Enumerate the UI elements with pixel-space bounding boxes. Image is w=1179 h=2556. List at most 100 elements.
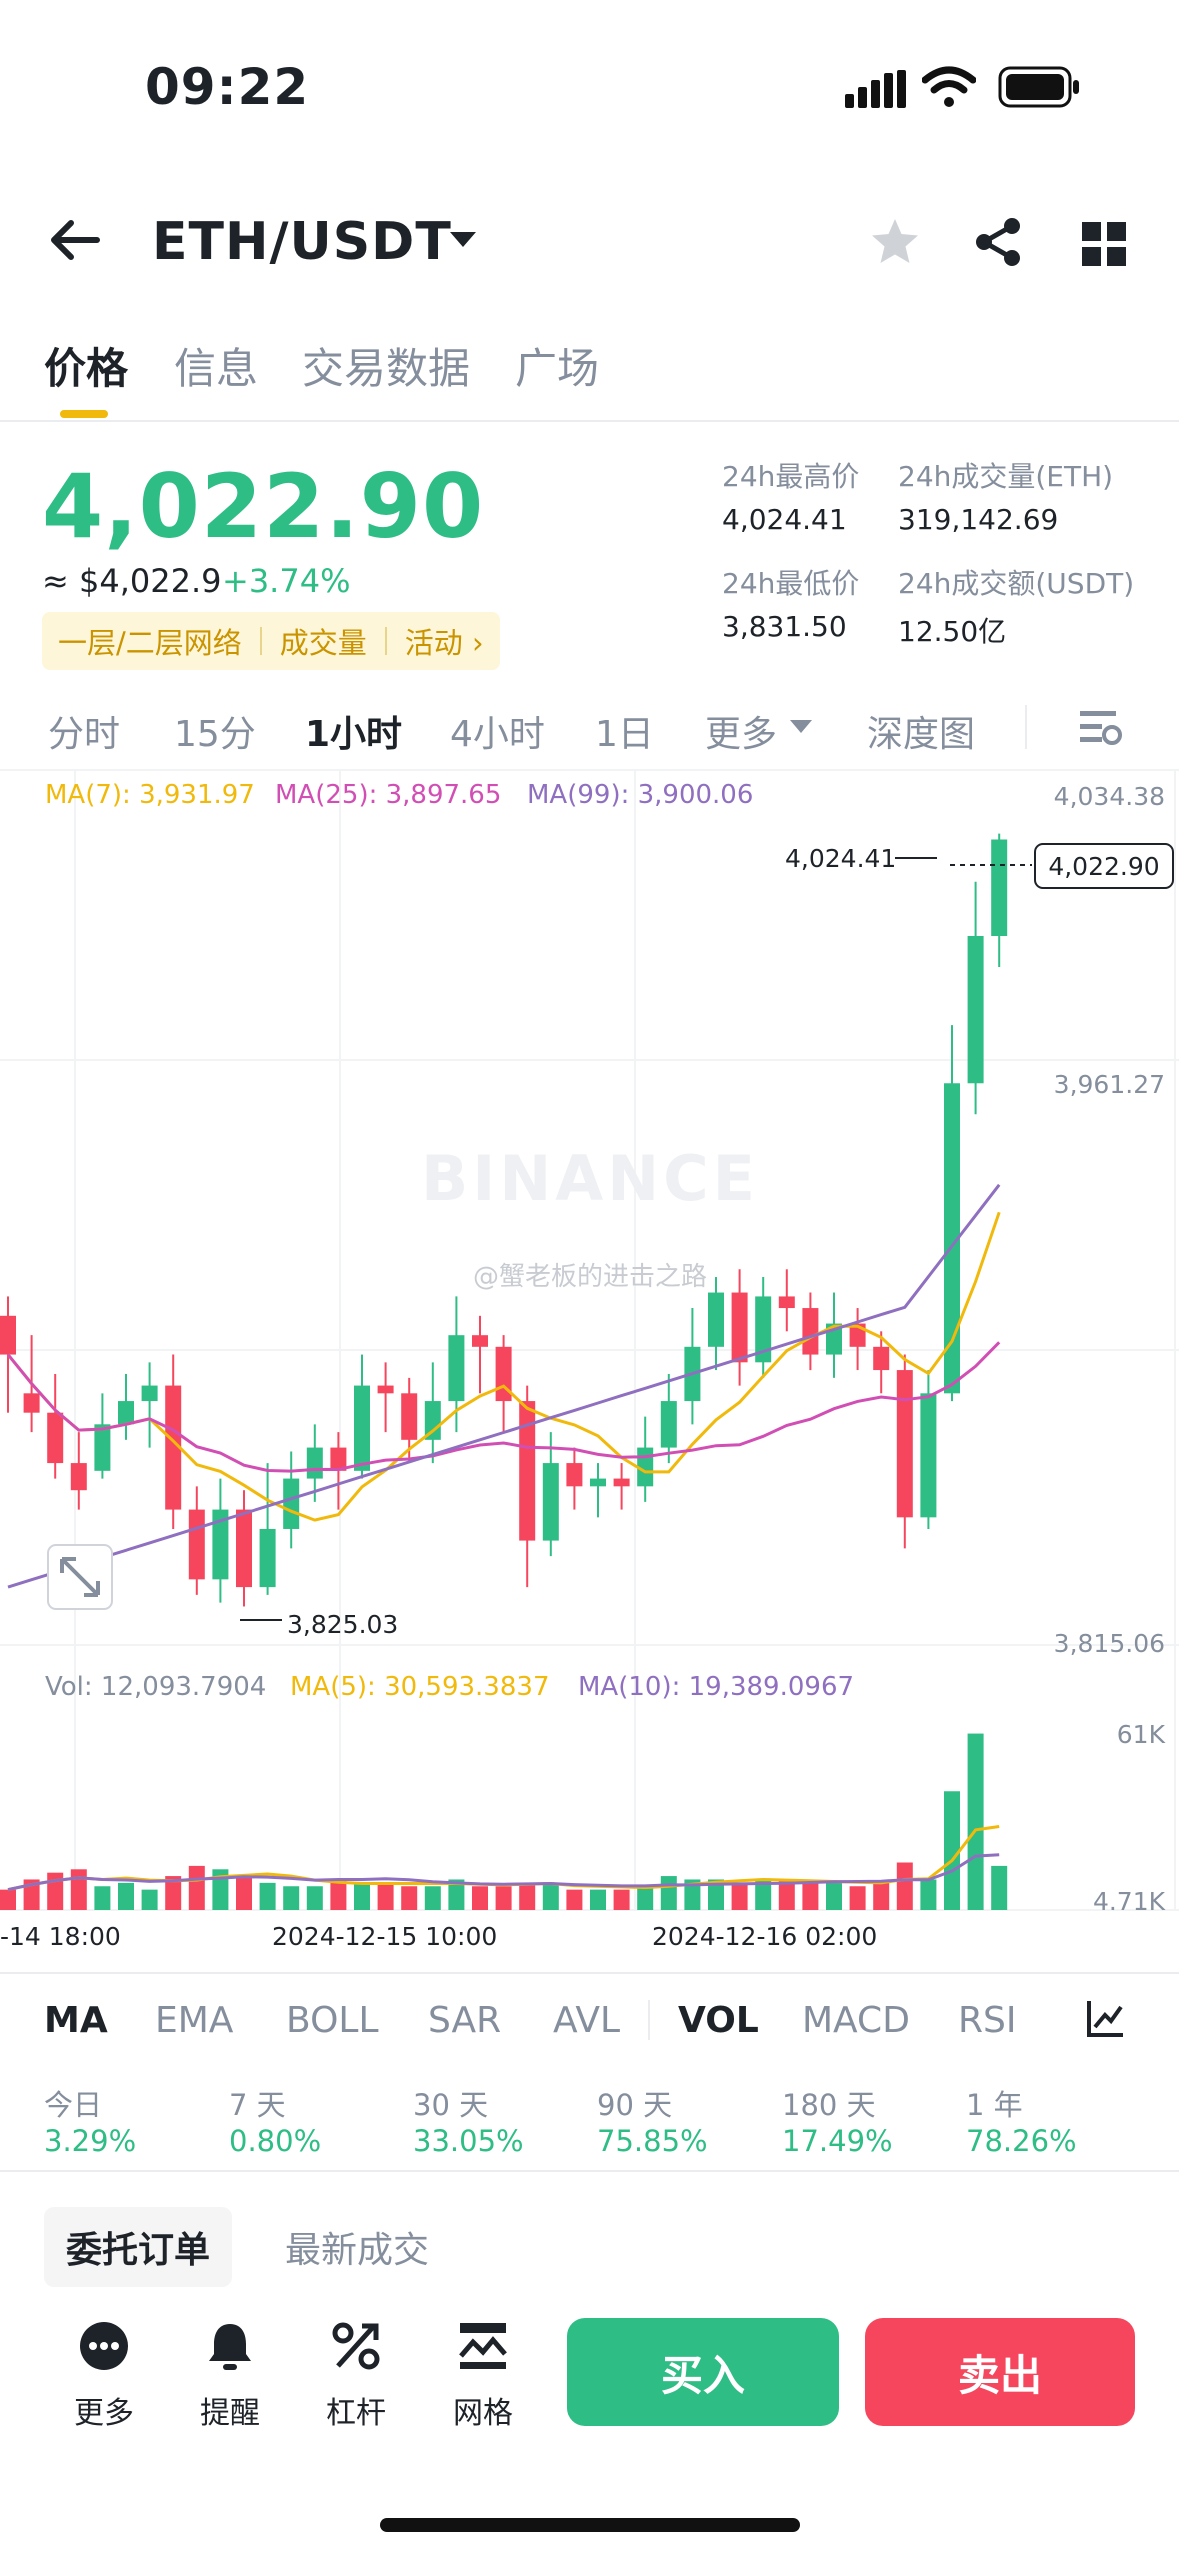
candle-body (118, 1401, 134, 1425)
price-change-percent: +3.74% (222, 562, 351, 600)
grid-label[interactable]: 网格 (453, 2396, 513, 2431)
candle-body (354, 1385, 370, 1471)
favorite-star-icon[interactable] (868, 215, 922, 269)
volume-bar (354, 1882, 370, 1910)
tag-separator (384, 627, 387, 655)
perf-value-180d: 17.49% (782, 2124, 893, 2158)
volume-bar (660, 1876, 677, 1910)
candle-body (283, 1478, 300, 1529)
interval-15m[interactable]: 15分 (174, 714, 256, 755)
leverage-percent-icon[interactable] (330, 2320, 382, 2372)
candle-body (448, 1335, 465, 1402)
volume-bar (188, 1865, 205, 1910)
alert-label[interactable]: 提醒 (200, 2396, 260, 2431)
chart-settings-icon[interactable] (1078, 705, 1122, 749)
ma7-line (6, 1211, 1001, 1522)
candle-body (896, 1370, 913, 1518)
low-24h-label: 24h最低价 (722, 567, 860, 600)
indicator-vol[interactable]: VOL (678, 2000, 759, 2041)
ma7-legend: MA(7): 3,931.97 (45, 780, 255, 810)
perf-label-7d: 7 天 (229, 2088, 286, 2122)
time-label-3: 2024-12-16 02:00 (652, 1922, 877, 1951)
vol-ma5-legend: MA(5): 30,593.3837 (290, 1672, 549, 1702)
tab-recent-trades[interactable]: 最新成交 (285, 2230, 430, 2271)
chevron-down-icon[interactable] (450, 232, 476, 247)
last-price-box[interactable] (1034, 843, 1174, 889)
indicator-ma[interactable]: MA (44, 2000, 108, 2041)
volume-bar (472, 1886, 488, 1910)
pair-title[interactable]: ETH/USDT (152, 212, 452, 272)
tags-pill[interactable]: 一层/二层网络 成交量 活动 › (42, 612, 500, 670)
interval-4h[interactable]: 4小时 (450, 714, 545, 755)
grid-menu-icon[interactable] (1080, 220, 1128, 268)
buy-button[interactable]: 买入 (567, 2318, 839, 2426)
high-marker-label: 4,024.41 (785, 844, 896, 873)
interval-line[interactable]: 分时 (48, 714, 121, 755)
back-arrow-icon[interactable] (45, 215, 105, 265)
volume-bar (613, 1889, 630, 1910)
price-chart[interactable]: BINANCE @蟹老板的进击之路 MA(7): 3,931.97 MA(25)… (0, 760, 1179, 1960)
high-24h-value: 4,024.41 (722, 503, 847, 536)
candle-body (141, 1385, 158, 1402)
indicator-sar[interactable]: SAR (428, 2000, 502, 2041)
candle-body (94, 1424, 111, 1471)
grid-trading-icon[interactable] (457, 2320, 509, 2372)
chart-watermark: BINANCE (421, 1142, 759, 1215)
chevron-down-icon[interactable] (790, 720, 812, 733)
indicator-ema[interactable]: EMA (155, 2000, 234, 2041)
volume-bar (165, 1876, 182, 1910)
tab-info[interactable]: 信息 (174, 344, 259, 393)
tag-volume[interactable]: 成交量 (279, 626, 367, 660)
volume-bar (47, 1872, 64, 1910)
volume-eth-value: 319,142.69 (898, 503, 1059, 536)
more-label[interactable]: 更多 (74, 2396, 134, 2431)
vol-legend: Vol: 12,093.7904 (45, 1672, 266, 1702)
tab-square[interactable]: 广场 (515, 344, 600, 393)
volume-bar (70, 1869, 87, 1910)
interval-1d[interactable]: 1日 (595, 714, 654, 755)
y-tick-mid: 3,961.27 (1054, 1070, 1165, 1099)
candle-body (542, 1463, 559, 1541)
indicator-avl[interactable]: AVL (553, 2000, 621, 2041)
indicator-macd[interactable]: MACD (802, 2000, 910, 2041)
last-price: 4,022.90 (42, 455, 485, 558)
volume-bar (944, 1791, 960, 1910)
volume-bar (566, 1889, 583, 1910)
volume-bar (920, 1879, 937, 1910)
interval-depth[interactable]: 深度图 (867, 714, 976, 755)
volume-bar (802, 1882, 819, 1910)
interval-1h[interactable]: 1小时 (305, 714, 403, 755)
volume-bar (967, 1733, 984, 1910)
share-icon[interactable] (972, 215, 1026, 269)
sell-button[interactable]: 卖出 (865, 2318, 1135, 2426)
volume-bar (118, 1882, 134, 1910)
battery-icon (998, 66, 1079, 108)
leverage-label[interactable]: 杠杆 (326, 2396, 386, 2431)
bell-icon[interactable] (204, 2320, 256, 2372)
candle-body (188, 1509, 205, 1580)
divider (0, 420, 1179, 422)
fiat-price: ≈ $4,022.9 (42, 562, 222, 600)
indicator-rsi[interactable]: RSI (958, 2000, 1017, 2041)
tag-activity[interactable]: 活动 › (404, 626, 484, 660)
high-24h-label: 24h最高价 (722, 460, 860, 493)
indicator-boll[interactable]: BOLL (286, 2000, 379, 2041)
candle-body (401, 1393, 418, 1440)
tag-separator (259, 627, 262, 655)
tab-price[interactable]: 价格 (44, 344, 129, 393)
low-marker-label: 3,825.03 (287, 1610, 398, 1639)
interval-more[interactable]: 更多 (705, 714, 778, 755)
tab-open-orders[interactable]: 委托订单 (44, 2207, 233, 2287)
volume-series (0, 1733, 1008, 1910)
more-dots-icon[interactable] (78, 2320, 130, 2372)
chart-grid (0, 769, 1179, 1911)
candle-body (165, 1385, 182, 1510)
status-time: 09:22 (145, 58, 310, 116)
chart-tool-icon[interactable] (1085, 1997, 1127, 2039)
candle-body (0, 1315, 16, 1355)
candle-body (47, 1412, 64, 1464)
volume-bar (731, 1882, 748, 1910)
tag-layer-network[interactable]: 一层/二层网络 (58, 626, 242, 660)
candle-body (377, 1385, 394, 1394)
tab-trading-data[interactable]: 交易数据 (302, 344, 471, 393)
